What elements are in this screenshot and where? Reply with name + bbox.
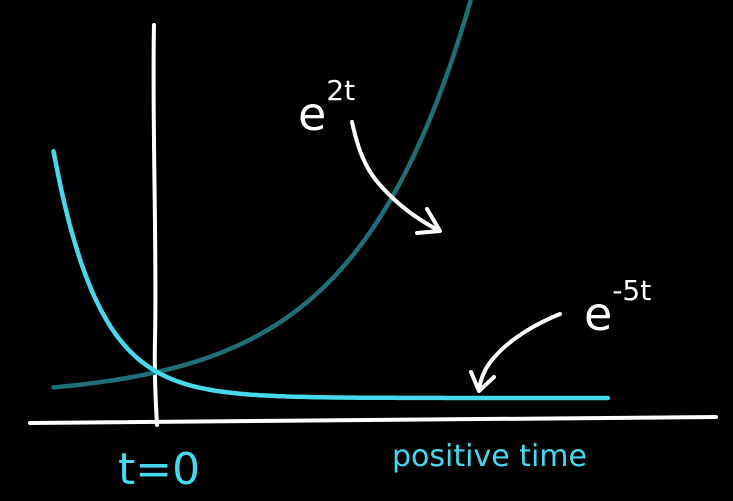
- series-decay-line: [51, 149, 611, 401]
- series-growth-line: [51, 0, 474, 390]
- x-axis-label: positive time: [392, 439, 587, 474]
- y-axis: [151, 23, 159, 427]
- label-decay-exponent: -5t: [612, 274, 651, 307]
- origin-label: t=0: [118, 444, 200, 495]
- arrow-to-decay-curve: [469, 312, 562, 393]
- label-decay-base: e: [584, 287, 612, 341]
- arrow-to-growth-curve: [350, 120, 442, 235]
- label-growth-base: e: [298, 87, 326, 141]
- label-growth-exponent: 2t: [326, 74, 355, 107]
- x-axis: [28, 415, 718, 425]
- label-decay: e-5t: [584, 274, 651, 341]
- label-growth: e2t: [298, 74, 355, 141]
